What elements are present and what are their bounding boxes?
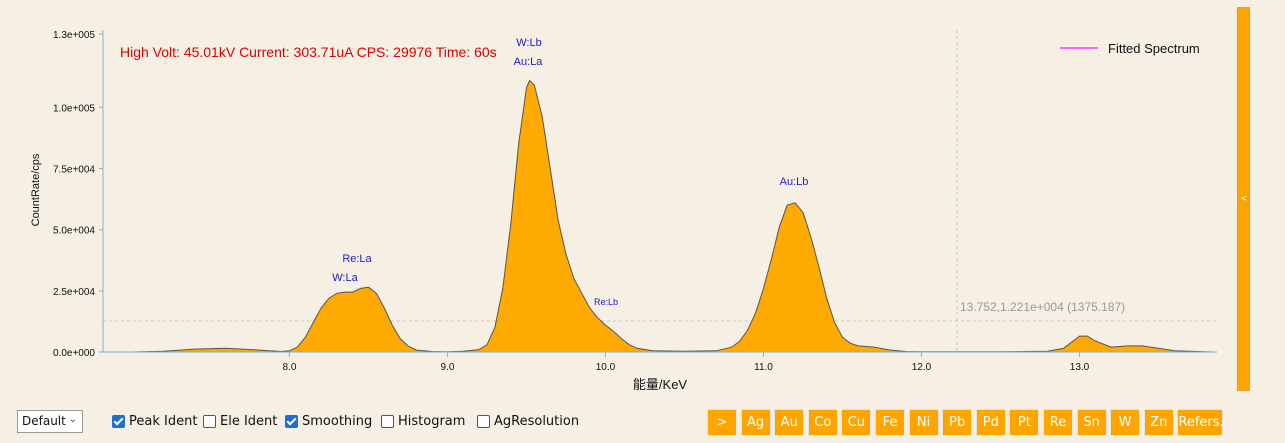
element-button[interactable]: Cu (841, 409, 872, 436)
element-button[interactable]: Sn (1076, 409, 1107, 436)
scroll-arrow: < (1240, 194, 1248, 204)
cursor-readout: 13.752,1.221e+004 (1375.187) (960, 300, 1125, 314)
chart: 13.752,1.221e+004 (1375.187) High Volt: … (30, 30, 1217, 392)
x-tick-label: 9.0 (441, 362, 455, 373)
preset-dropdown[interactable]: Default ⌄ (17, 410, 83, 433)
checkbox-label: Histogram (398, 414, 466, 429)
y-tick-label: 1.0e+005 (53, 103, 95, 114)
checkbox[interactable]: Histogram (381, 414, 465, 429)
peak-label: Au:Lb (780, 176, 809, 188)
element-button[interactable]: > (707, 409, 737, 436)
checkbox-box (112, 415, 125, 428)
peak-label: Au:La (514, 56, 544, 68)
element-button[interactable]: Au (774, 409, 805, 436)
checkbox-box (477, 415, 490, 428)
y-tick-label: 5.0e+004 (53, 226, 95, 237)
peak-label: Re:Lb (594, 297, 618, 307)
y-tick-label: 2.5e+004 (53, 287, 95, 298)
checkbox-label: AgResolution (494, 414, 580, 429)
y-tick-label: 0.0e+000 (53, 348, 95, 359)
legend-label: Fitted Spectrum (1108, 41, 1200, 56)
y-axis-label: CountRate/cps (30, 153, 42, 226)
peak-label: W:La (332, 272, 358, 284)
y-tick-label: 1.3e+005 (53, 30, 95, 41)
element-button[interactable]: Fe (875, 409, 905, 436)
x-tick-label: 10.0 (596, 362, 616, 373)
element-button[interactable]: Re (1043, 409, 1073, 436)
x-tick-label: 8.0 (283, 362, 297, 373)
element-button[interactable]: Ni (908, 409, 939, 436)
element-button[interactable]: Refers.. (1177, 409, 1228, 436)
checkbox[interactable]: Peak Ident (112, 414, 197, 429)
element-button[interactable]: W (1110, 409, 1141, 436)
element-button[interactable]: Zn (1143, 409, 1174, 436)
x-tick-label: 13.0 (1070, 362, 1090, 373)
checkbox-box (285, 415, 298, 428)
y-tick-label: 7.5e+004 (53, 165, 95, 176)
checkbox-box (381, 415, 394, 428)
checkbox[interactable]: AgResolution (477, 414, 579, 429)
element-button[interactable]: Pb (942, 409, 973, 436)
peak-label: Re:La (342, 253, 372, 265)
checkbox-label: Ele Ident (220, 414, 278, 429)
dropdown-arrow: ⌄ (68, 414, 77, 425)
checkbox-label: Smoothing (302, 414, 373, 429)
checkbox-box (203, 415, 216, 428)
element-button[interactable]: Co (807, 409, 838, 436)
x-tick-label: 12.0 (912, 362, 932, 373)
scrollbar[interactable]: < (1237, 7, 1250, 391)
checkbox[interactable]: Ele Ident (203, 414, 277, 429)
x-axis-label: 能量/KeV (633, 377, 688, 392)
checkbox-label: Peak Ident (129, 414, 198, 429)
peak-label: W:Lb (516, 37, 541, 49)
x-tick-label: 11.0 (754, 362, 773, 373)
checkbox[interactable]: Smoothing (285, 414, 372, 429)
element-button[interactable]: Pt (1009, 409, 1040, 436)
element-button[interactable]: Ag (740, 409, 771, 436)
info: High Volt: 45.01kV Current: 303.71uA CPS… (120, 44, 497, 60)
preset-text: Default (22, 414, 66, 428)
element-button[interactable]: Pd (975, 409, 1006, 436)
